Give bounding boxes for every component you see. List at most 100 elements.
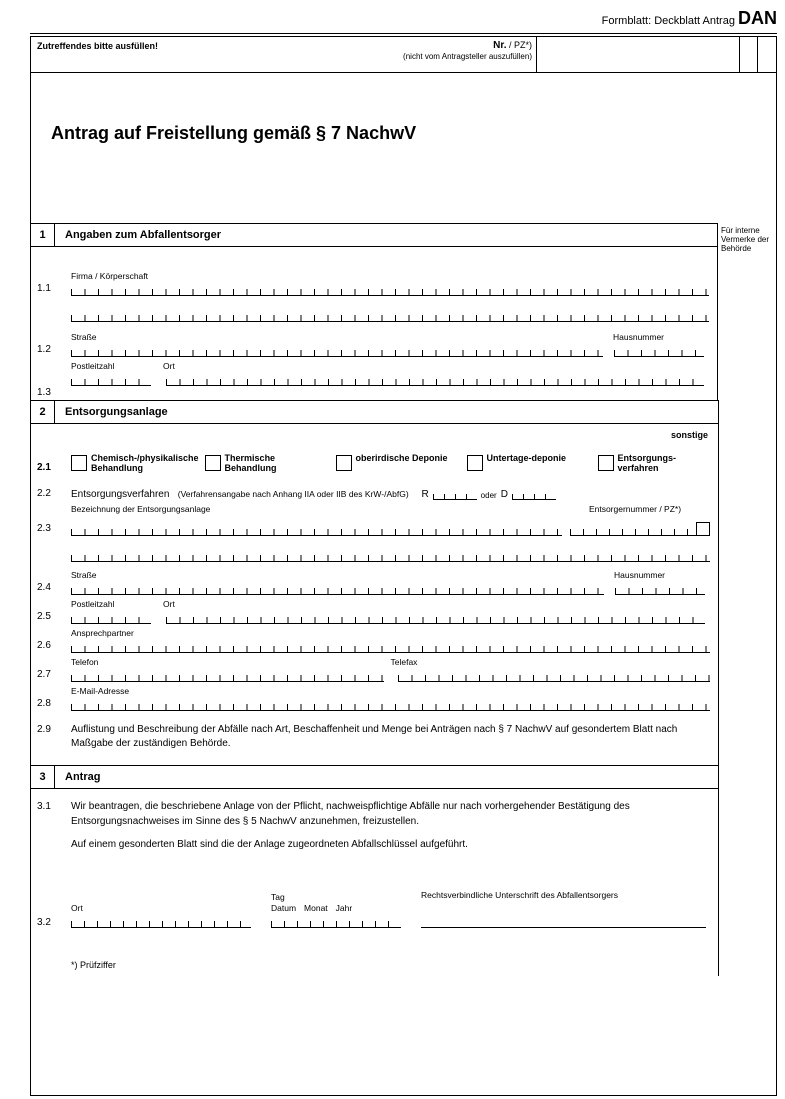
input-strasse[interactable] bbox=[71, 343, 603, 357]
label-fax: Telefax bbox=[391, 657, 711, 668]
section-1-label: Angaben zum Abfallentsorger bbox=[55, 224, 717, 246]
authority-note: Für interne Vermerke der Behörde bbox=[718, 223, 776, 400]
rownum-2-6: 2.6 bbox=[37, 640, 51, 651]
form-frame: Zutreffendes bitte ausfüllen! Nr. / PZ*)… bbox=[30, 36, 777, 1096]
aside-blank bbox=[718, 400, 776, 976]
row-1-1: 1.1 Firma / Körperschaft bbox=[31, 247, 717, 296]
section-3-label: Antrag bbox=[55, 766, 718, 788]
row-3-1: 3.1 Wir beantragen, die beschriebene Anl… bbox=[31, 789, 718, 860]
cb-untertage[interactable]: Untertage-deponie bbox=[467, 454, 592, 471]
input-signature[interactable] bbox=[421, 914, 706, 928]
row-2-5: 2.5 Postleitzahl Ort bbox=[31, 595, 718, 624]
row-2-3: 2.3 bbox=[31, 518, 718, 536]
text-3-1-p1: Wir beantragen, die beschriebene Anlage … bbox=[71, 799, 706, 829]
input-fax[interactable] bbox=[398, 668, 711, 682]
label-hausnr-2: Hausnummer bbox=[614, 570, 710, 581]
section-2-num: 2 bbox=[31, 401, 55, 423]
input-entsnr[interactable] bbox=[570, 522, 696, 536]
row-2-6: 2.6 Ansprechpartner bbox=[31, 624, 718, 653]
label-D: D bbox=[501, 489, 508, 500]
input-firma-1[interactable] bbox=[71, 282, 709, 296]
nr-label-block: Nr. / PZ*) (nicht vom Antragsteller ausz… bbox=[326, 37, 536, 72]
label-ort-2: Ort bbox=[163, 599, 710, 610]
label-entsnr: Entsorgernummer / PZ*) bbox=[560, 504, 710, 514]
row-1-2: 1.2 Straße Hausnummer bbox=[31, 322, 717, 357]
rownum-2-4: 2.4 bbox=[37, 582, 51, 593]
input-sig-ort[interactable] bbox=[71, 914, 251, 928]
row-2-9: 2.9 Auflistung und Beschreibung der Abfä… bbox=[31, 711, 718, 765]
label-plz-2: Postleitzahl bbox=[71, 599, 163, 610]
section-3-num: 3 bbox=[31, 766, 55, 788]
input-hausnr[interactable] bbox=[614, 343, 704, 357]
rownum-2-2: 2.2 bbox=[37, 488, 51, 499]
input-D[interactable] bbox=[512, 488, 556, 500]
rownum-3-1: 3.1 bbox=[37, 799, 51, 814]
rownum-2-7: 2.7 bbox=[37, 669, 51, 680]
label-oder: oder bbox=[481, 491, 497, 500]
label-R: R bbox=[421, 489, 428, 500]
label-datum: Datum bbox=[271, 903, 296, 914]
rownum-1-3: 1.3 bbox=[37, 387, 51, 398]
section-1: 1 Angaben zum Abfallentsorger 1.1 Firma … bbox=[31, 223, 776, 400]
row-1-3: 1.3 Postleitzahl Ort bbox=[31, 357, 717, 400]
nr-label: Nr. bbox=[493, 40, 506, 51]
row-2-3b bbox=[31, 536, 718, 562]
rownum-2-5: 2.5 bbox=[37, 611, 51, 622]
row-1-1b bbox=[31, 296, 717, 322]
nr-input-boxes[interactable] bbox=[536, 37, 776, 72]
rownum-1-2: 1.2 bbox=[37, 344, 51, 355]
row-2-1: 2.1 Chemisch-/physikalische Behandlung T… bbox=[31, 440, 718, 482]
rownum-2-1: 2.1 bbox=[37, 462, 51, 473]
label-hausnr: Hausnummer bbox=[613, 332, 709, 343]
title-block: Antrag auf Freistellung gemäß § 7 NachwV bbox=[31, 73, 776, 223]
label-email: E-Mail-Adresse bbox=[71, 686, 710, 697]
label-verfahren: Entsorgungsverfahren bbox=[71, 489, 169, 500]
row-2-7: 2.7 Telefon Telefax bbox=[31, 653, 718, 682]
pz-label: / PZ*) bbox=[506, 40, 532, 50]
label-tag: Tag bbox=[271, 892, 401, 903]
cb-sonstige[interactable]: Entsorgungs-verfahren bbox=[598, 454, 710, 474]
cb-thermisch[interactable]: Thermische Behandlung bbox=[205, 454, 330, 474]
input-bez-2[interactable] bbox=[71, 548, 710, 562]
label-jahr: Jahr bbox=[336, 903, 353, 914]
row-2-8: 2.8 E-Mail-Adresse bbox=[31, 682, 718, 711]
row-2-2: 2.2 Entsorgungsverfahren (Verfahrensanga… bbox=[31, 482, 718, 502]
label-ansprech: Ansprechpartner bbox=[71, 628, 710, 639]
section-2-label: Entsorgungsanlage bbox=[55, 401, 718, 423]
page: Formblatt: Deckblatt Antrag DAN Wenn han… bbox=[0, 0, 785, 1099]
cb-chemisch[interactable]: Chemisch-/physikalische Behandlung bbox=[71, 454, 199, 474]
label-sig-ort: Ort bbox=[71, 903, 251, 914]
row-2-2b: Bezeichnung der Entsorgungsanlage Entsor… bbox=[31, 502, 718, 518]
input-ansprech[interactable] bbox=[71, 639, 710, 653]
rownum-2-8: 2.8 bbox=[37, 698, 51, 709]
label-tel: Telefon bbox=[71, 657, 391, 668]
input-email[interactable] bbox=[71, 697, 710, 711]
rownum-1-1: 1.1 bbox=[37, 283, 51, 294]
input-strasse-2[interactable] bbox=[71, 581, 604, 595]
input-ort-2[interactable] bbox=[166, 610, 705, 624]
row-3-2: 3.2 Ort Tag Datum Monat Jahr bbox=[31, 860, 718, 932]
footer-pruefziffer: *) Prüfziffer bbox=[31, 932, 718, 976]
input-hausnr-2[interactable] bbox=[615, 581, 705, 595]
formblatt-label: Formblatt: Deckblatt Antrag bbox=[602, 15, 735, 27]
input-entsnr-pz[interactable] bbox=[696, 522, 710, 536]
input-tel[interactable] bbox=[71, 668, 384, 682]
section-3-head: 3 Antrag bbox=[31, 765, 718, 789]
verfahren-note: (Verfahrensangabe nach Anhang IIA oder I… bbox=[178, 489, 409, 499]
text-3-1-p2: Auf einem gesonderten Blatt sind die der… bbox=[71, 837, 706, 852]
input-ort[interactable] bbox=[166, 372, 704, 386]
rownum-2-9: 2.9 bbox=[37, 723, 51, 737]
row-2-4: 2.4 Straße Hausnummer bbox=[31, 562, 718, 595]
top-header: Formblatt: Deckblatt Antrag DAN bbox=[30, 8, 777, 34]
input-sig-date[interactable] bbox=[271, 914, 401, 928]
label-strasse-2: Straße bbox=[71, 570, 614, 581]
cb-oberirdisch[interactable]: oberirdische Deponie bbox=[336, 454, 461, 471]
input-bez-1[interactable] bbox=[71, 522, 562, 536]
rownum-3-2: 3.2 bbox=[37, 917, 51, 928]
input-plz-2[interactable] bbox=[71, 610, 151, 624]
input-firma-2[interactable] bbox=[71, 308, 709, 322]
label-plz: Postleitzahl bbox=[71, 361, 163, 372]
section-1-head: 1 Angaben zum Abfallentsorger bbox=[31, 223, 717, 247]
input-plz[interactable] bbox=[71, 372, 151, 386]
input-R[interactable] bbox=[433, 488, 477, 500]
